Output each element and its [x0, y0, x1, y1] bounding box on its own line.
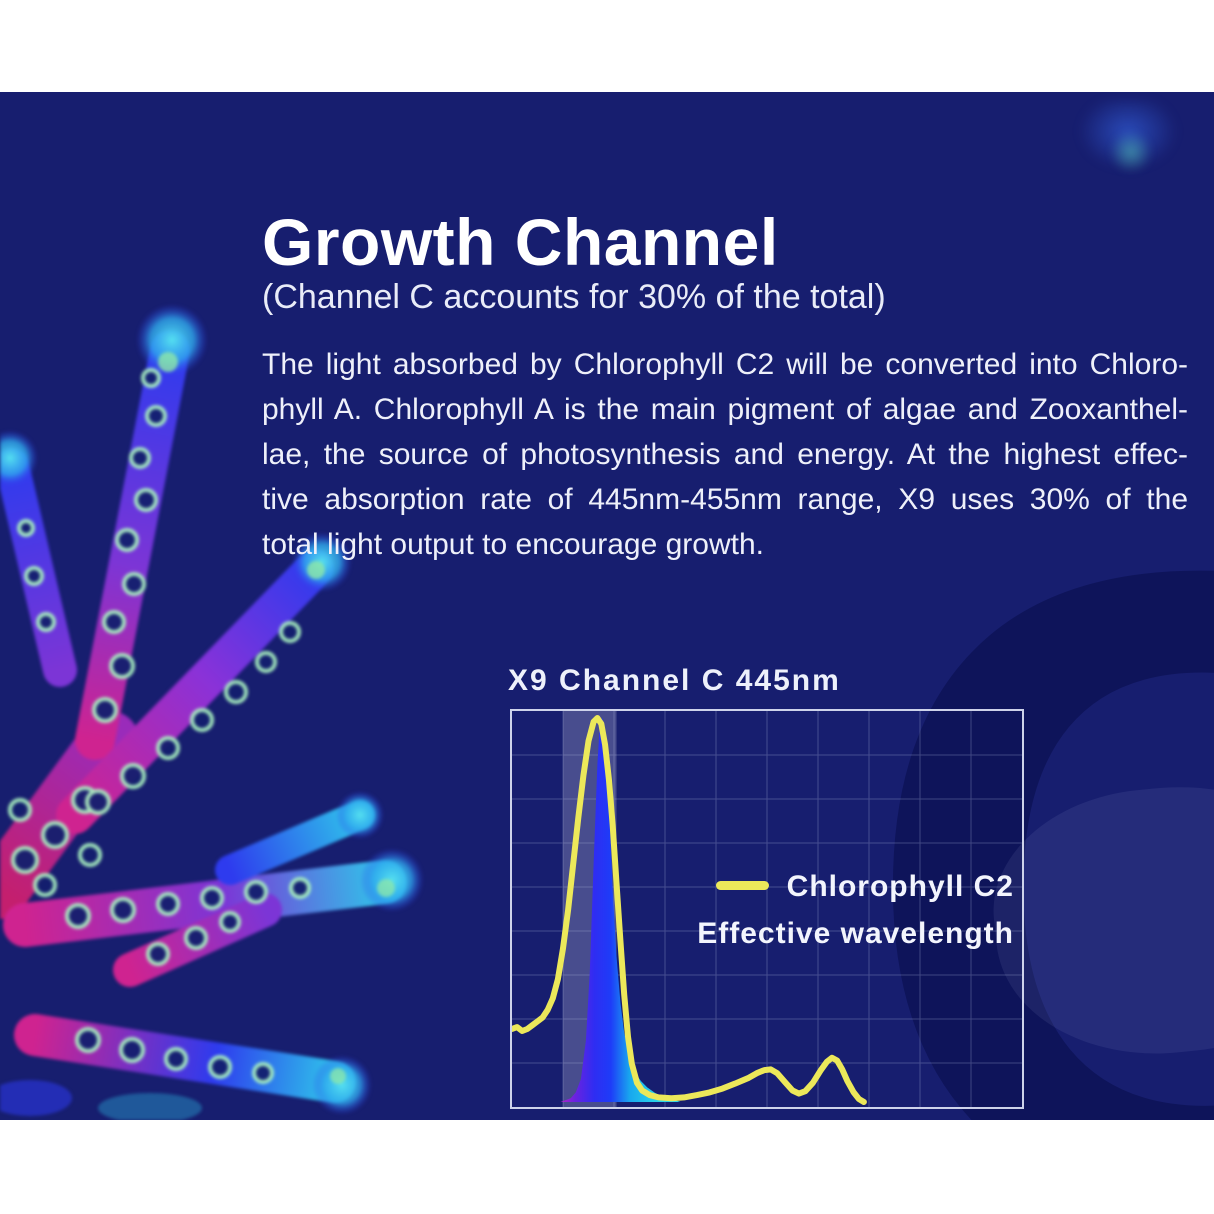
navy-panel: C — [0, 92, 1214, 1120]
page-title: Growth Channel — [262, 205, 779, 279]
legend-label-subtitle: Effective wavelength — [697, 917, 1014, 950]
coral-blur-blob-top-right-green — [1108, 132, 1154, 172]
description-paragraph: The light absorbed by Chlorophyll C2 wil… — [262, 342, 1188, 567]
chlorophyll-c2-curve — [512, 715, 867, 1105]
plot-grid — [512, 711, 1022, 1107]
spectrum-plot-svg — [512, 711, 1022, 1107]
paragraph-line: lae, the source of photosynthesis and en… — [262, 438, 1188, 471]
x-tick-label: 740 — [954, 1118, 987, 1120]
spectrum-chart: Chlorophyll C2 Effective wavelength — [510, 709, 1024, 1109]
legend-label-series: Chlorophyll C2 — [786, 870, 1014, 903]
coral-polyps — [8, 368, 311, 1084]
legend-row-2: Effective wavelength — [697, 910, 1014, 957]
x-tick-label: 700 — [903, 1118, 936, 1120]
x-tick-label: 500 — [648, 1118, 681, 1120]
x-tick-label: 540 — [699, 1118, 732, 1120]
x-tick-label: 660 — [852, 1118, 885, 1120]
coral-branch-tips — [0, 304, 424, 1115]
legend-row-1: Chlorophyll C2 — [697, 863, 1014, 910]
watermark-letter-c: C — [856, 384, 1214, 1120]
x-tick-label: 380 — [495, 1118, 528, 1120]
coral-bottom-blur — [0, 1080, 202, 1120]
paragraph-line: phyll A. Chlorophyll A is the main pigme… — [262, 393, 1188, 426]
coral-photo — [0, 304, 424, 1120]
page-subtitle: (Channel C accounts for 30% of the total… — [262, 278, 886, 316]
x-axis-labels: 380 420 460 500 540 580 620 660 700 740 780 — [495, 1118, 1038, 1120]
x-tick-label: 460 — [597, 1118, 630, 1120]
chart-title: X9 Channel C 445nm — [508, 664, 841, 697]
x-tick-label: 780 — [1005, 1118, 1038, 1120]
x-tick-label: 620 — [801, 1118, 834, 1120]
chart-legend: Chlorophyll C2 Effective wavelength — [697, 863, 1014, 957]
paragraph-line: total light output to encourage growth. — [262, 528, 765, 561]
x-tick-label: 420 — [546, 1118, 579, 1120]
x-tick-label: 580 — [750, 1118, 783, 1120]
paragraph-line: The light absorbed by Chlorophyll C2 wil… — [262, 348, 1188, 381]
paragraph-line: tive absorption rate of 445nm-455nm rang… — [262, 483, 1188, 516]
led-output-area — [560, 718, 681, 1102]
legend-line-swatch — [715, 881, 769, 890]
